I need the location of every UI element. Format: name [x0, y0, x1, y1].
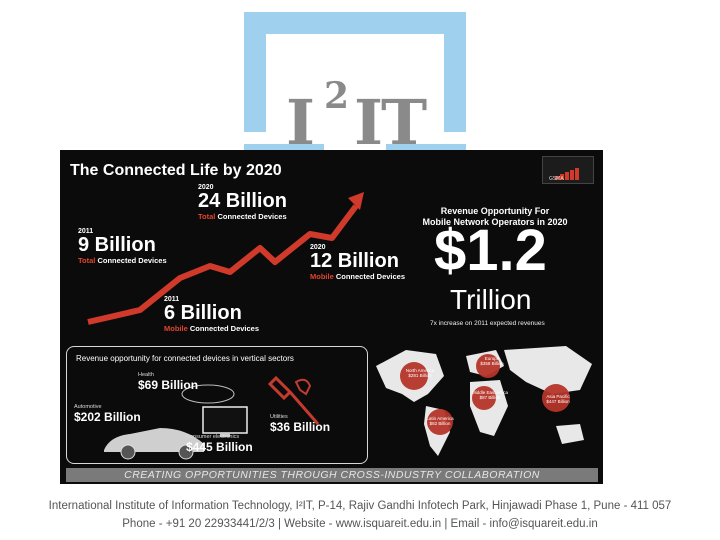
footer-address: International Institute of Information T… — [48, 500, 672, 512]
region-middle-east-africa: Middle East Africa $87 Billion — [471, 390, 508, 401]
region-europe: Europe $358 Billion — [480, 356, 504, 367]
sectors-box — [66, 346, 368, 464]
heart-monitor-icon — [181, 384, 235, 404]
world-map-icon — [376, 346, 592, 456]
stat-caption: Total Connected Devices — [78, 256, 167, 265]
stat-year: 2020 — [310, 244, 326, 251]
logo-frame-top — [244, 12, 466, 34]
car-icon — [104, 428, 204, 460]
stat-2020-total: 2020 24 Billion Total Connected Devices — [198, 184, 287, 221]
logo-letters-it: IT — [354, 86, 427, 159]
stat-year: 2011 — [78, 228, 94, 235]
revenue-heading: Revenue Opportunity For Mobile Network O… — [422, 206, 568, 227]
sector-consumer-electronics: Consumer electronics $445 Billion — [186, 434, 253, 454]
stat-value: 6 Billion — [164, 302, 242, 324]
stat-caption: Mobile Connected Devices — [310, 272, 406, 281]
tv-icon — [202, 406, 248, 437]
connected-life-infographic: The Connected Life by 2020 GSMA 2020 24 … — [60, 150, 603, 484]
region-latin-america: Latin America $82 Billion — [426, 416, 454, 427]
stat-2011-mobile: 2011 6 Billion Mobile Connected Devices — [164, 296, 259, 333]
logo-frame-left — [244, 12, 266, 132]
revenue-amount: $1.2 — [434, 218, 547, 283]
sector-utilities: Utilities $36 Billion — [270, 414, 331, 434]
logo-superscript: 2 — [324, 75, 350, 117]
sectors-heading: Revenue opportunity for connected device… — [76, 354, 294, 363]
wrench-icon — [267, 375, 320, 425]
collaboration-banner: CREATING OPPORTUNITIES THROUGH CROSS-IND… — [66, 468, 598, 482]
gsma-bars-icon — [555, 161, 580, 180]
revenue-note: 7x increase on 2011 expected revenues — [430, 320, 545, 327]
stat-value: 9 Billion — [78, 234, 156, 256]
region-asia-pacific: Asia Pacific $447 Billion — [546, 394, 570, 405]
stat-year: 2011 — [164, 296, 180, 303]
sector-health: Health $69 Billion — [138, 372, 199, 392]
region-north-america: North America $281 Billion — [405, 368, 435, 379]
stat-value: 12 Billion — [310, 250, 399, 272]
stat-2011-total: 2011 9 Billion Total Connected Devices — [78, 228, 167, 265]
revenue-unit: Trillion — [450, 284, 532, 315]
footer-contact: Phone - +91 20 22933441/2/3 | Website - … — [122, 518, 598, 530]
gsma-badge: GSMA — [542, 156, 594, 184]
growth-arrow-icon — [87, 192, 364, 325]
stat-value: 24 Billion — [198, 190, 287, 212]
stat-caption: Mobile Connected Devices — [164, 324, 260, 333]
stat-caption: Total Connected Devices — [198, 212, 287, 221]
stat-year: 2020 — [198, 184, 214, 191]
sector-automotive: Automotive $202 Billion — [74, 404, 141, 424]
logo-letter-i: I — [286, 86, 315, 159]
infographic-title: The Connected Life by 2020 — [70, 162, 282, 179]
logo-frame-right — [444, 12, 466, 132]
stat-2020-mobile: 2020 12 Billion Mobile Connected Devices — [310, 244, 405, 281]
footer: International Institute of Information T… — [0, 497, 720, 533]
gsma-badge-text: GSMA — [549, 176, 564, 182]
